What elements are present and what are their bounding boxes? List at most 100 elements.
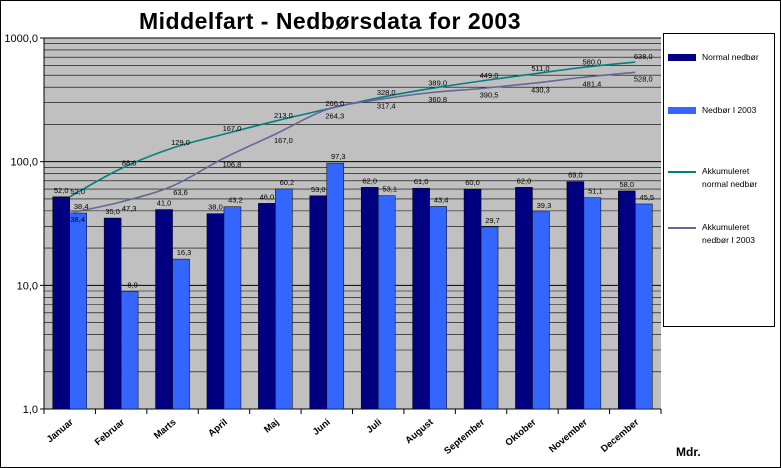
bar-2003 [326, 162, 345, 410]
data-label-akkum-normal: 389,0 [428, 79, 447, 88]
data-label-2003: 39,3 [537, 201, 552, 210]
legend-swatch-normal-nedbor [668, 54, 696, 61]
data-label-akkum-normal: 213,0 [274, 111, 293, 120]
legend-item-normal-nedbor: Normal nedbør [668, 51, 772, 91]
bar-normal [258, 203, 276, 410]
data-label-normal: 69,0 [568, 171, 583, 180]
data-label-akkum-2003: 430,3 [531, 85, 550, 94]
bar-normal [412, 187, 430, 410]
bar-2003 [583, 197, 602, 410]
x-tick-label: November [547, 417, 590, 455]
data-label-akkum-2003: 167,0 [274, 136, 293, 145]
legend-swatch-nedbor-2003 [668, 107, 696, 114]
data-label-akkum-2003: 47,3 [122, 204, 137, 213]
data-label-normal: 58,0 [619, 180, 634, 189]
data-label-normal: 53,0 [311, 185, 326, 194]
data-label-akkum-normal: 52,0 [70, 187, 85, 196]
x-tick-label: December [599, 417, 641, 455]
data-label-2003: 8,9 [127, 281, 137, 290]
data-label-2003: 45,5 [639, 193, 654, 202]
bar-normal [52, 196, 70, 410]
data-label-2003: 53,1 [382, 185, 397, 194]
bar-2003 [223, 206, 242, 410]
bar-normal [360, 187, 379, 410]
plot-area [44, 38, 661, 409]
bar-2003 [275, 188, 293, 410]
bar-normal [103, 217, 122, 410]
y-tick-label: 1,0 [23, 404, 38, 416]
bar-normal [206, 213, 225, 410]
x-axis-unit-label: Mdr. [676, 445, 701, 459]
line-akkum-2003 [69, 71, 636, 214]
data-label-akkum-normal: 580,0 [582, 57, 601, 66]
bar-2003 [69, 212, 87, 410]
legend-item-akkum-2003: Akkumuleret nedbør I 2003 [668, 221, 772, 261]
data-label-akkum-normal: 511,0 [531, 64, 549, 73]
bar-normal [618, 190, 636, 410]
data-label-normal: 62,0 [517, 176, 532, 185]
data-label-normal: 62,0 [362, 176, 377, 185]
data-label-2003: 97,3 [331, 152, 346, 161]
data-label-akkum-normal: 266,0 [325, 99, 344, 108]
y-tick-label: 1000,0 [4, 33, 38, 45]
legend-swatch-akkum-normal [668, 171, 696, 173]
x-tick-label: Februar [93, 417, 127, 448]
bar-2003 [120, 291, 139, 410]
data-label-akkum-2003: 390,5 [480, 91, 499, 100]
data-label-akkum-2003: 528,0 [634, 74, 653, 83]
data-label-akkum-2003: 38,4 [70, 215, 85, 224]
data-label-akkum-2003: 106,8 [223, 160, 242, 169]
bar-2003 [480, 226, 499, 410]
data-label-normal: 61,0 [414, 177, 429, 186]
x-tick-label: Marts [152, 417, 178, 442]
data-label-normal: 41,0 [157, 199, 172, 208]
data-label-2003: 43,4 [434, 195, 449, 204]
bar-normal [463, 188, 482, 410]
legend-label-normal-nedbor: Normal nedbør [702, 52, 759, 62]
data-label-normal: 46,0 [260, 192, 275, 201]
bar-2003 [377, 195, 396, 410]
x-tick-label: Maj [262, 417, 281, 436]
data-label-normal: 35,0 [105, 207, 120, 216]
data-label-akkum-normal: 638,0 [634, 52, 653, 61]
x-tick-label: Juni [311, 417, 333, 438]
data-label-akkum-2003: 481,4 [582, 79, 601, 88]
x-tick-label: Juli [365, 417, 385, 436]
data-label-2003: 16,3 [177, 248, 192, 257]
y-tick-label: 100,0 [10, 157, 38, 169]
y-tick-label: 10,0 [17, 280, 38, 292]
legend-label-nedbor-2003: Nedbør I 2003 [702, 105, 757, 115]
chart-legend: Normal nedbør Nedbør I 2003 Akkumuleret … [663, 33, 775, 327]
data-label-2003: 43,2 [228, 196, 243, 205]
bar-2003 [635, 203, 653, 410]
legend-item-nedbor-2003: Nedbør I 2003 [668, 104, 772, 144]
legend-swatch-akkum-2003 [668, 227, 696, 229]
legend-label-akkum-normal: Akkumuleret normal nedbør [702, 166, 758, 189]
data-label-akkum-normal: 449,0 [480, 71, 499, 80]
bar-2003 [172, 258, 190, 410]
chart-title: Middelfart - Nedbørsdata for 2003 [138, 8, 522, 34]
data-label-2003: 51,1 [588, 187, 603, 196]
data-label-akkum-2003: 317,4 [377, 102, 396, 111]
x-tick-label: Januar [45, 417, 76, 446]
bar-2003 [532, 211, 550, 410]
data-label-akkum-normal: 328,0 [377, 88, 396, 97]
data-label-akkum-2003: 63,6 [173, 188, 188, 197]
data-label-normal: 38,0 [208, 203, 223, 212]
legend-label-akkum-2003: Akkumuleret nedbør I 2003 [702, 222, 755, 245]
bar-normal [566, 181, 585, 410]
data-label-2003: 38,4 [74, 202, 89, 211]
data-label-akkum-2003: 264,3 [325, 111, 344, 120]
bar-normal [515, 187, 533, 410]
x-tick-label: April [206, 417, 230, 439]
bar-normal [309, 195, 328, 410]
legend-item-akkum-normal: Akkumuleret normal nedbør [668, 165, 772, 205]
data-label-akkum-2003: 360,8 [428, 95, 447, 104]
data-label-akkum-normal: 167,0 [223, 124, 242, 133]
data-label-2003: 29,7 [485, 216, 500, 225]
data-label-2003: 60,2 [280, 178, 295, 187]
bar-2003 [429, 206, 447, 410]
data-label-akkum-normal: 88,0 [122, 159, 137, 168]
x-tick-label: August [403, 416, 436, 446]
